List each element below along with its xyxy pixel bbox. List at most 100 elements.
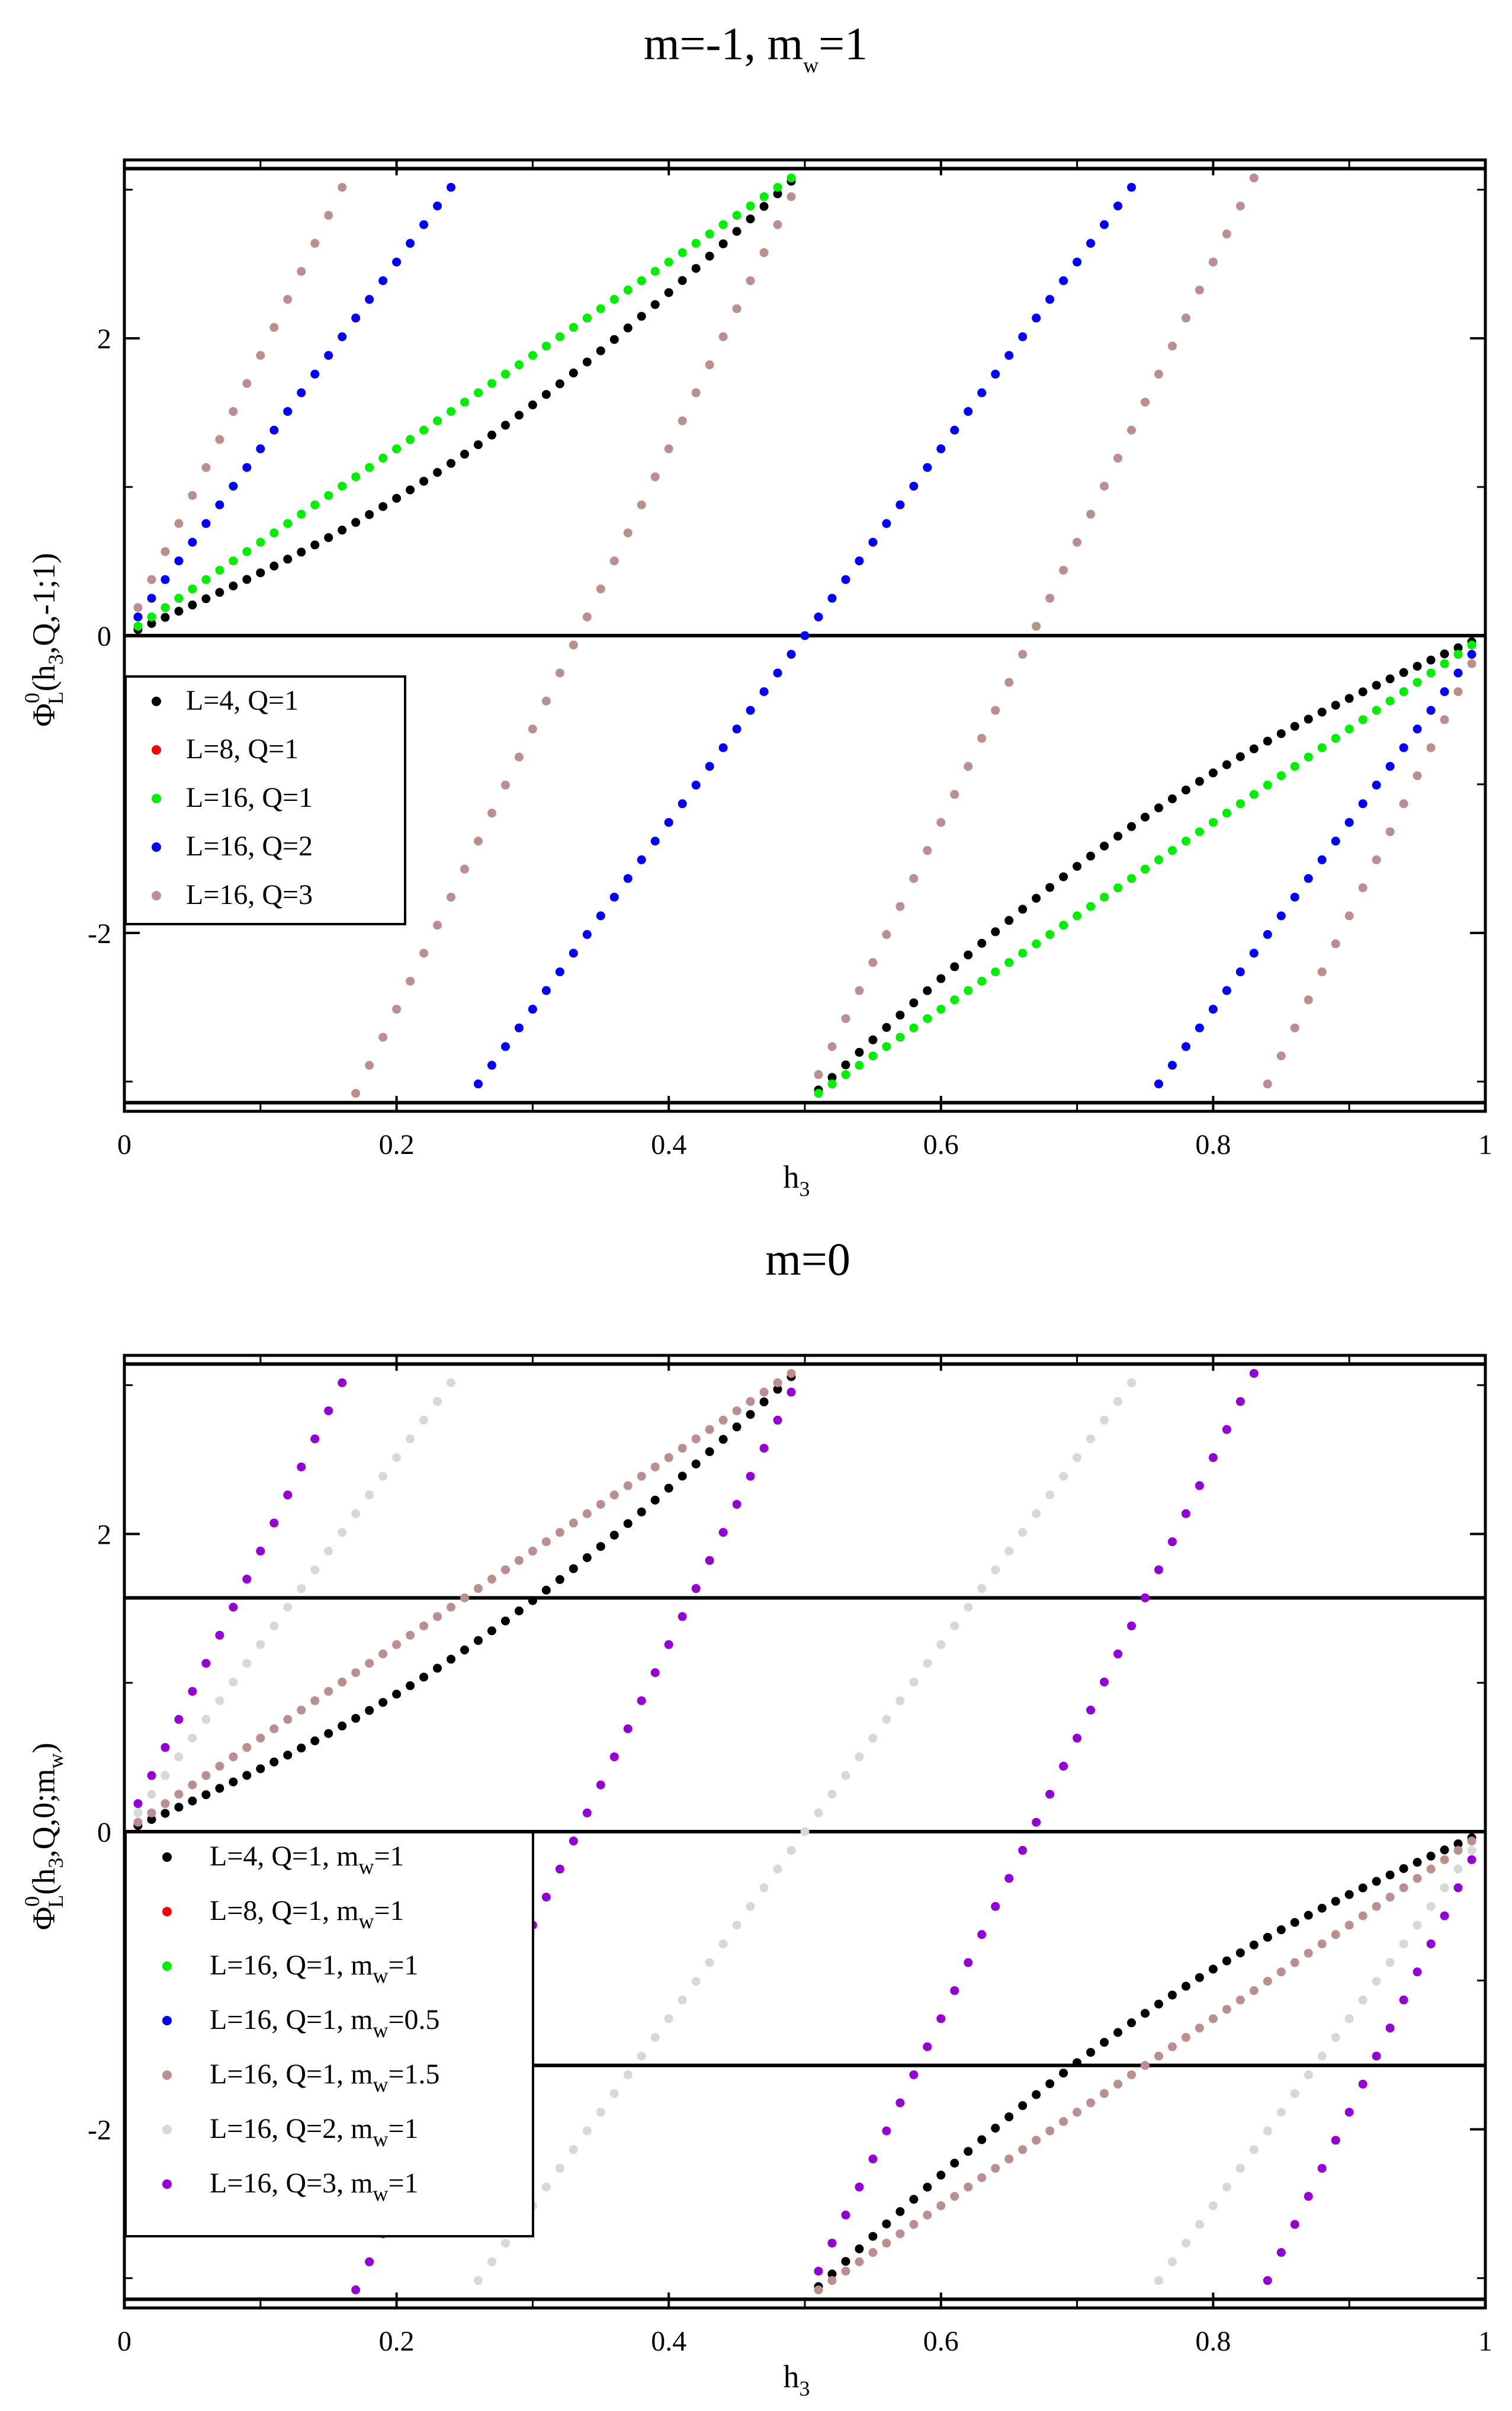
data-point [1141, 2061, 1150, 2070]
data-point [1181, 2239, 1190, 2248]
data-point [1181, 1509, 1190, 1518]
data-point [1004, 958, 1014, 967]
data-point [1195, 827, 1204, 836]
data-point [378, 1698, 388, 1707]
data-point [664, 257, 673, 267]
data-point [1263, 1977, 1272, 1986]
data-point [1413, 1874, 1422, 1883]
data-point [882, 2126, 891, 2136]
data-point [746, 1471, 755, 1481]
chart-top-y-tick-labels: -2 0 2 [88, 323, 111, 950]
data-point [433, 201, 442, 211]
data-point [269, 1518, 279, 1528]
chart-bottom-y-tick-labels: -2 0 2 [88, 1519, 111, 2146]
data-point [787, 1387, 796, 1397]
data-point [1073, 1453, 1082, 1463]
data-point [678, 1995, 687, 2005]
data-point [1018, 332, 1028, 341]
data-point [1358, 715, 1367, 724]
series-l-16-q-1 [133, 173, 1476, 1098]
data-point [378, 276, 388, 286]
data-point [759, 1444, 769, 1453]
data-point [1208, 1005, 1218, 1014]
data-point [964, 2182, 973, 2192]
data-point [1018, 905, 1028, 914]
data-point [746, 1397, 755, 1406]
data-point [555, 379, 564, 389]
data-point [1385, 1958, 1395, 1967]
y-tick-label: -2 [88, 918, 111, 950]
data-point [609, 892, 619, 902]
data-point [1263, 1079, 1272, 1089]
data-point [174, 607, 184, 616]
data-point [201, 1715, 211, 1724]
data-point [991, 967, 1000, 977]
data-point [1304, 995, 1313, 1005]
data-point [133, 603, 143, 613]
data-point [297, 267, 306, 276]
data-point [215, 1784, 224, 1793]
data-point [1413, 771, 1422, 781]
data-point [569, 368, 578, 378]
data-point [678, 416, 687, 425]
data-point [691, 264, 701, 273]
data-point [1167, 1537, 1177, 1547]
data-point [133, 621, 143, 631]
data-point [1004, 2112, 1014, 2121]
data-point [637, 276, 646, 286]
data-point [447, 459, 456, 468]
data-point [855, 1047, 864, 1057]
data-point [201, 1790, 211, 1800]
data-point [569, 323, 578, 332]
legend-label: L=16, Q=3 [186, 879, 313, 910]
chart-top-x-tick-labels: 0 0.2 0.4 0.6 0.8 1 [117, 1129, 1492, 1160]
data-point [1385, 762, 1395, 771]
data-point [1195, 2024, 1204, 2033]
data-point [936, 817, 946, 827]
data-point [133, 1799, 143, 1809]
data-point [909, 1023, 919, 1033]
data-point [936, 1640, 946, 1649]
legend-label: L=16, Q=1, mw=1.5 [210, 2059, 440, 2096]
data-point [1086, 902, 1096, 911]
data-point [855, 1060, 864, 1070]
data-point [868, 958, 878, 967]
data-point [977, 976, 987, 986]
data-point [1032, 313, 1041, 323]
data-point [1385, 1870, 1395, 1880]
data-point [1372, 780, 1381, 790]
data-point [487, 1626, 496, 1636]
data-point [1045, 2079, 1055, 2089]
data-point [977, 1930, 987, 1939]
data-point [365, 294, 374, 304]
data-point [1141, 1593, 1150, 1602]
data-point [133, 1808, 143, 1817]
data-point [855, 986, 864, 995]
data-point [269, 528, 279, 538]
data-point [1167, 2042, 1177, 2051]
data-point [1195, 1023, 1204, 1033]
data-point [909, 998, 919, 1008]
data-point [1073, 861, 1082, 871]
data-point [447, 1378, 456, 1387]
data-point [991, 370, 1000, 379]
data-point [787, 650, 796, 659]
data-point [1059, 276, 1068, 286]
data-point [229, 1777, 238, 1787]
data-point [1127, 425, 1137, 435]
data-point [188, 490, 197, 500]
data-point [310, 500, 320, 509]
data-point [759, 201, 769, 211]
data-point [1154, 2051, 1163, 2061]
data-point [609, 1490, 619, 1500]
data-point [1358, 799, 1367, 809]
data-point [1127, 2018, 1137, 2028]
data-point [1276, 2248, 1286, 2257]
data-point [1317, 1939, 1327, 1948]
data-point [650, 267, 660, 276]
data-point [637, 855, 646, 864]
data-point [596, 1499, 605, 1509]
data-point [732, 304, 741, 313]
data-point [923, 463, 932, 472]
legend-label: L=4, Q=1, mw=1 [210, 1841, 405, 1878]
